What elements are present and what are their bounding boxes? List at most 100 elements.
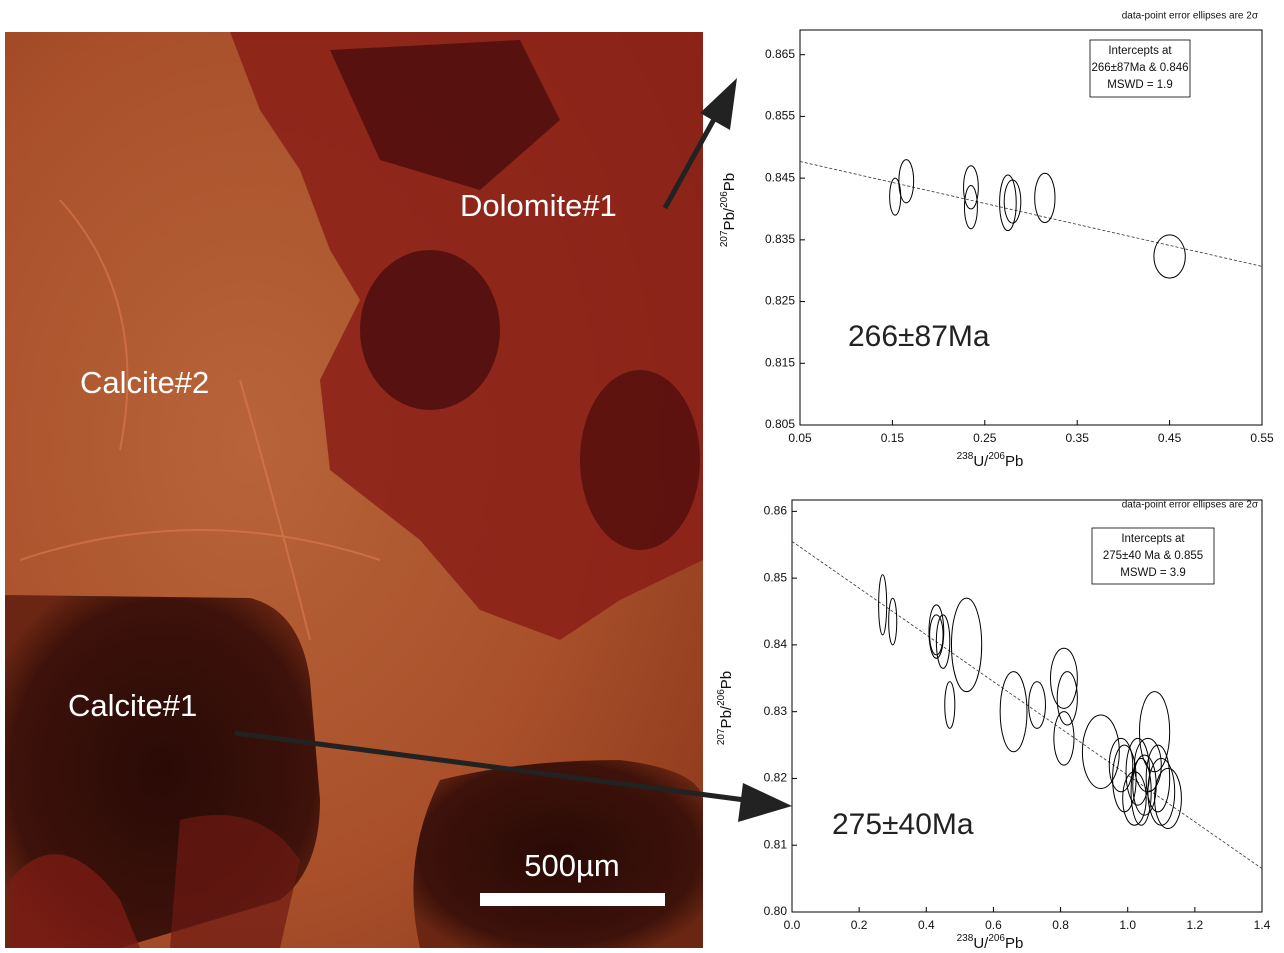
scale-bar bbox=[480, 893, 665, 906]
y-tick-label: 0.845 bbox=[765, 170, 795, 184]
y-axis-label: 207Pb/206Pb bbox=[719, 173, 738, 247]
y-tick-label: 0.825 bbox=[765, 294, 795, 308]
y-tick-label: 0.835 bbox=[765, 232, 795, 246]
x-axis-label-part: 238 bbox=[957, 933, 974, 944]
error-ellipse bbox=[1153, 234, 1186, 279]
x-axis-label: 238U/206Pb bbox=[957, 933, 1024, 952]
x-tick-label: 0.25 bbox=[973, 431, 997, 445]
y-tick-label: 0.805 bbox=[765, 417, 795, 431]
fit-line bbox=[799, 161, 1263, 267]
intercept-text: Intercepts at bbox=[1121, 533, 1185, 545]
error-ellipse bbox=[1130, 757, 1152, 826]
error-ellipse bbox=[963, 185, 978, 230]
error-ellipse bbox=[1154, 767, 1182, 830]
photo-label: Calcite#1 bbox=[68, 688, 197, 723]
chart: data-point error ellipses are 2σ 0.805 0.8… bbox=[765, 11, 1274, 446]
red-patch bbox=[10, 854, 140, 948]
x-tick-label: 1.2 bbox=[1187, 918, 1204, 932]
x-tick-label: 0.0 bbox=[784, 918, 801, 932]
photo-label: Dolomite#1 bbox=[460, 188, 617, 223]
intercept-box bbox=[1089, 39, 1191, 98]
y-tick-label: 0.80 bbox=[764, 904, 788, 918]
y-tick-label: 0.84 bbox=[764, 637, 788, 651]
y-tick-label: 0.815 bbox=[765, 355, 795, 369]
x-tick-label: 1.0 bbox=[1119, 918, 1136, 932]
y-axis-label-part: 207 bbox=[716, 728, 727, 745]
arrow-head bbox=[700, 78, 737, 130]
dark-patch bbox=[330, 40, 560, 190]
y-tick-label: 0.82 bbox=[764, 771, 788, 785]
x-axis-label-part: Pb bbox=[1005, 935, 1023, 952]
arrows bbox=[234, 78, 792, 822]
arrow bbox=[234, 730, 746, 803]
y-axis-label-part: Pb/ bbox=[718, 705, 735, 728]
y-axis-label-part: Pb bbox=[721, 173, 738, 191]
error-ellipse bbox=[888, 597, 898, 646]
note: data-point error ellipses are 2σ bbox=[1122, 500, 1259, 511]
red-patch bbox=[170, 815, 300, 948]
dark-patch bbox=[580, 370, 700, 550]
error-ellipse bbox=[1034, 172, 1056, 224]
error-ellipse bbox=[929, 614, 944, 656]
x-tick-label: 0.4 bbox=[918, 918, 935, 932]
error-ellipse bbox=[1056, 671, 1078, 726]
y-axis-label: 207Pb/206Pb bbox=[716, 671, 735, 745]
photo: 500µm Dolomite#1 Calcite#2 Calcite#1 bbox=[5, 32, 703, 948]
vein bbox=[19, 199, 381, 641]
error-ellipse bbox=[944, 681, 956, 729]
error-ellipse bbox=[898, 159, 915, 204]
x-tick-label: 0.55 bbox=[1250, 431, 1274, 445]
x-tick-label: 0.2 bbox=[851, 918, 868, 932]
error-ellipse bbox=[1003, 179, 1022, 224]
x-tick-label: 0.05 bbox=[788, 431, 812, 445]
y-axis-label-part: Pb bbox=[718, 671, 735, 689]
error-ellipse bbox=[950, 597, 983, 693]
photo-label: Calcite#2 bbox=[80, 365, 209, 400]
intercept-text: 266±87Ma & 0.846 bbox=[1091, 62, 1188, 74]
plot-frame bbox=[799, 29, 1263, 426]
error-ellipse bbox=[999, 174, 1017, 232]
error-ellipse bbox=[935, 614, 951, 669]
scale-bar-label: 500µm bbox=[524, 848, 619, 883]
x-axis-label-part: 238 bbox=[957, 451, 974, 462]
x-tick-label: 0.8 bbox=[1052, 918, 1069, 932]
intercept-text: 275±40 Ma & 0.855 bbox=[1103, 550, 1203, 562]
x-tick-label: 1.4 bbox=[1254, 918, 1271, 932]
x-tick-label: 0.6 bbox=[985, 918, 1002, 932]
intercept-text: Intercepts at bbox=[1108, 45, 1172, 57]
y-axis-label-part: Pb/ bbox=[721, 207, 738, 230]
x-tick-label: 0.45 bbox=[1158, 431, 1182, 445]
error-ellipse bbox=[1138, 691, 1171, 773]
error-ellipse bbox=[878, 574, 888, 636]
error-ellipse bbox=[963, 165, 979, 210]
x-axis-label-part: Pb bbox=[1005, 453, 1023, 470]
error-ellipse bbox=[1050, 647, 1078, 709]
error-ellipse bbox=[1028, 681, 1046, 729]
y-axis-label-part: 206 bbox=[716, 689, 727, 706]
age-label: 275±40Ma bbox=[832, 808, 974, 841]
age-label: 266±87Ma bbox=[848, 320, 990, 353]
y-tick-label: 0.81 bbox=[764, 837, 788, 851]
x-tick-label: 0.15 bbox=[881, 431, 905, 445]
error-ellipse bbox=[999, 671, 1028, 753]
y-tick-label: 0.855 bbox=[765, 109, 795, 123]
x-axis-label-part: 206 bbox=[988, 933, 1005, 944]
error-ellipse bbox=[1108, 737, 1134, 793]
x-axis-label-part: U/ bbox=[973, 935, 989, 952]
error-ellipse bbox=[1081, 714, 1120, 789]
intercept-text: MSWD = 3.9 bbox=[1120, 567, 1186, 579]
note: data-point error ellipses are 2σ bbox=[1122, 11, 1259, 22]
arrow bbox=[662, 110, 721, 210]
y-tick-label: 0.83 bbox=[764, 704, 788, 718]
y-tick-label: 0.85 bbox=[764, 570, 788, 584]
x-tick-label: 0.35 bbox=[1066, 431, 1090, 445]
y-axis-label-part: 207 bbox=[719, 230, 730, 247]
chart: data-point error ellipses are 2σ0.800.81… bbox=[764, 499, 1271, 932]
intercept-box bbox=[1091, 527, 1215, 585]
error-ellipse bbox=[928, 604, 945, 659]
x-axis-label-part: 206 bbox=[988, 451, 1005, 462]
x-axis-label: 238U/206Pb bbox=[957, 451, 1024, 470]
dark-patch bbox=[360, 250, 500, 410]
x-axis-label-part: U/ bbox=[973, 453, 989, 470]
